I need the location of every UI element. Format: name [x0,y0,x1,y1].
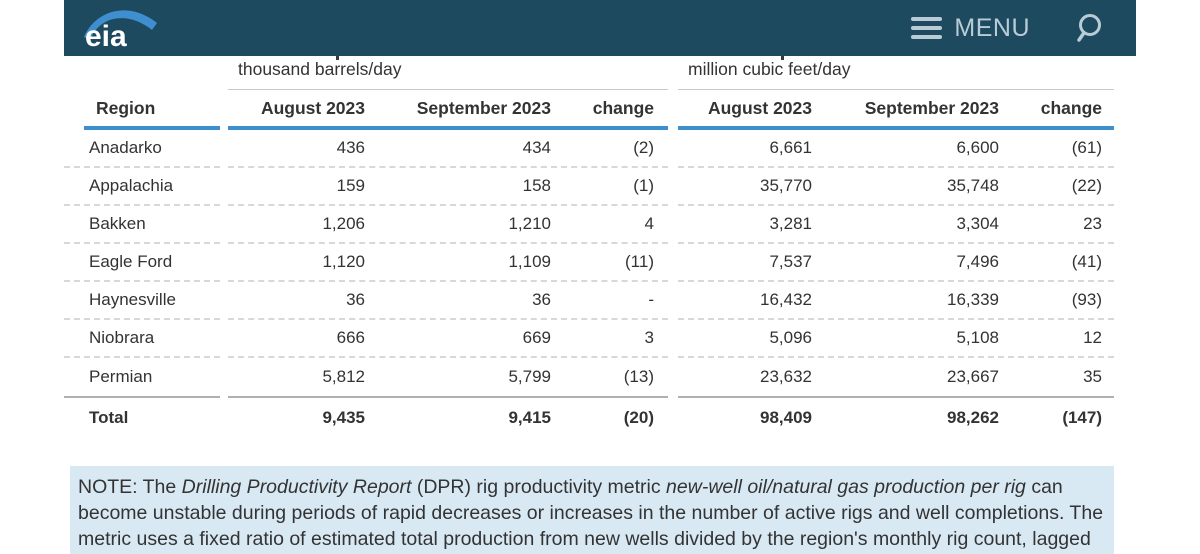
gas-change-value: 35 [1083,367,1102,386]
oil-change-header: change [592,97,654,118]
search-icon [1077,14,1101,42]
table-row: Eagle Ford 1,120 1,109 (11) 7,537 7,496 … [64,244,1136,282]
region-name: Eagle Ford [64,244,220,282]
gas-aug-value: 5,096 [769,328,812,347]
menu-label: MENU [954,13,1030,42]
oil-sep-total: 9,415 [508,408,551,427]
table-total-row: Total 9,435 9,415 (20) 98,409 98,262 (14… [64,396,1136,438]
note-text-plain: (DPR) rig productivity metric [411,476,667,498]
gas-aug-value: 7,537 [769,252,812,271]
oil-aug-value: 159 [336,176,365,195]
hamburger-icon [911,17,943,39]
gas-change-value: (22) [1071,176,1102,195]
oil-sep-value: 158 [522,176,551,195]
note-text-italic-metric: new-well oil/natural gas production per … [666,476,1026,498]
note-block: NOTE: The Drilling Productivity Report (… [70,466,1114,554]
oil-september-header: September 2023 [416,97,551,118]
oil-aug-value: 666 [336,328,365,347]
gas-august-header: August 2023 [707,97,812,118]
gas-aug-value: 35,770 [760,176,812,195]
oil-change-value: (11) [625,252,654,271]
gas-sep-value: 6,600 [956,138,999,157]
clipped-heading-descender-gas [781,56,784,60]
oil-aug-value: 436 [336,138,365,157]
gas-sep-value: 3,304 [956,214,999,233]
gas-sep-value: 23,667 [947,367,999,386]
region-column-header: Region [84,90,220,130]
oil-sep-value: 1,210 [508,214,551,233]
gas-sep-value: 7,496 [956,252,999,271]
table-row: Niobrara 666 669 3 5,096 5,108 12 [64,320,1136,358]
oil-unit-label: thousand barrels/day [238,59,402,79]
gas-sep-value: 35,748 [947,176,999,195]
gas-sep-value: 5,108 [956,328,999,347]
page-content: eia MENU thousand barrels/day m [64,0,1136,554]
gas-sep-value: 16,339 [947,290,999,309]
oil-aug-value: 5,812 [322,367,365,386]
gas-september-header: September 2023 [864,97,999,118]
oil-change-value: (1) [633,176,654,195]
gas-aug-value: 3,281 [769,214,812,233]
note-text-italic-report: Drilling Productivity Report [181,476,412,498]
search-button[interactable] [1076,12,1108,44]
region-name: Appalachia [64,168,220,206]
region-name: Bakken [64,206,220,244]
oil-sep-value: 669 [522,328,551,347]
region-name: Permian [89,367,153,386]
region-name: Haynesville [64,282,220,320]
oil-change-value: (13) [623,367,654,386]
site-header: eia MENU [64,0,1136,56]
table-header-row: Region August 2023 September 2023 change… [64,90,1136,130]
eia-logo[interactable]: eia [82,4,158,52]
gas-unit-label: million cubic feet/day [688,59,851,79]
oil-aug-value: 1,120 [322,252,365,271]
oil-aug-total: 9,435 [322,408,365,427]
topbar-actions: MENU [911,12,1108,44]
table-row: Bakken 1,206 1,210 4 3,281 3,304 23 [64,206,1136,244]
note-text-plain: NOTE: The [78,476,182,498]
table-row: Permian 5,812 5,799 (13) 23,632 23,667 3… [64,358,1136,396]
gas-aug-value: 23,632 [760,367,812,386]
gas-aug-value: 6,661 [769,138,812,157]
gas-change-value: 23 [1083,214,1102,233]
table-row: Haynesville 36 36 - 16,432 16,339 (93) [64,282,1136,320]
gas-change-value: (41) [1071,252,1102,271]
region-name: Niobrara [64,320,220,358]
table-row: Appalachia 159 158 (1) 35,770 35,748 (22… [64,168,1136,206]
gas-change-total: (147) [1062,408,1102,427]
clipped-heading-descender-oil [336,56,339,60]
oil-change-value: (2) [633,138,654,157]
region-name: Anadarko [64,130,220,168]
gas-change-value: 12 [1083,328,1102,347]
oil-aug-value: 1,206 [322,214,365,233]
eia-logo-text: eia [85,20,127,52]
oil-sep-value: 5,799 [508,367,551,386]
oil-sep-value: 36 [532,290,551,309]
units-row: thousand barrels/day million cubic feet/… [64,56,1136,90]
gas-aug-value: 16,432 [760,290,812,309]
total-label: Total [64,396,220,438]
gas-change-header: change [1040,97,1102,118]
table-row: Anadarko 436 434 (2) 6,661 6,600 (61) [64,130,1136,168]
oil-aug-value: 36 [346,290,365,309]
oil-sep-value: 434 [522,138,551,157]
oil-change-value: - [648,290,654,309]
gas-change-value: (93) [1071,290,1102,309]
oil-change-value: 4 [644,214,654,233]
gas-sep-total: 98,262 [947,408,999,427]
note-text-plain: can become unstable during periods of ra… [78,476,1104,550]
gas-aug-total: 98,409 [760,408,812,427]
oil-change-value: 3 [644,328,654,347]
oil-august-header: August 2023 [260,97,365,118]
oil-sep-value: 1,109 [508,252,551,271]
menu-button[interactable]: MENU [911,14,1030,43]
oil-change-total: (20) [623,408,654,427]
gas-change-value: (61) [1071,138,1102,157]
eia-logo-graphic: eia [84,10,157,52]
